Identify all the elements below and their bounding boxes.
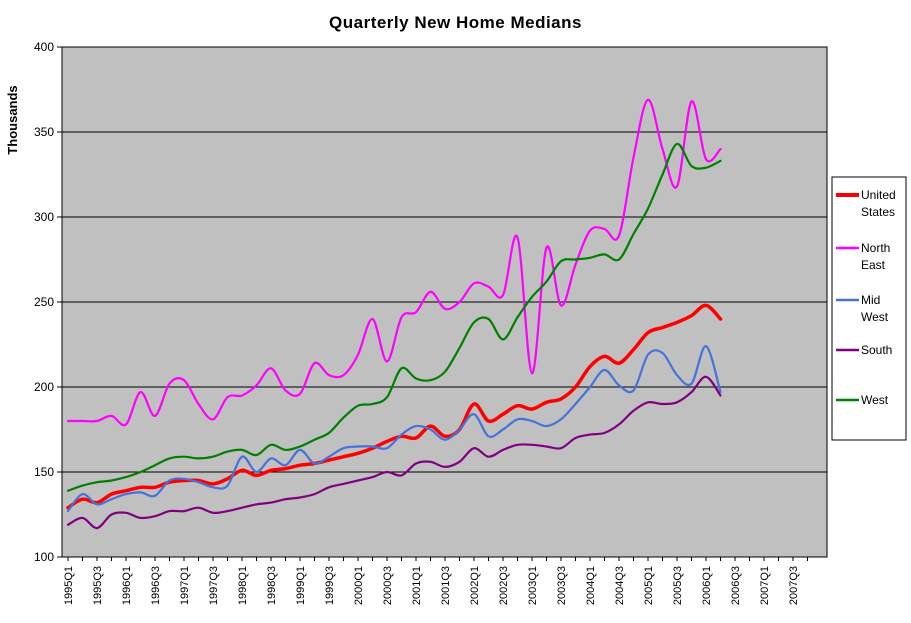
chart-title: Quarterly New Home Medians	[329, 13, 582, 32]
x-tick-label: 2001Q3	[440, 566, 452, 605]
x-tick-label: 2003Q3	[556, 566, 568, 605]
y-tick-label: 300	[34, 210, 54, 224]
legend-label-south: South	[861, 343, 892, 357]
x-tick-label: 2002Q3	[498, 566, 510, 605]
y-tick-label: 250	[34, 295, 54, 309]
legend-label-north-east: East	[861, 258, 886, 272]
x-tick-label: 1999Q1	[295, 566, 307, 605]
x-tick-label: 1997Q3	[208, 566, 220, 605]
x-tick-label: 2002Q1	[469, 566, 481, 605]
y-tick-label: 200	[34, 380, 54, 394]
x-tick-label: 2006Q1	[701, 566, 713, 605]
x-tick-label: 2007Q3	[788, 566, 800, 605]
y-tick-label: 150	[34, 465, 54, 479]
x-tick-label: 1996Q1	[121, 566, 133, 605]
x-tick-label: 2007Q1	[759, 566, 771, 605]
x-tick-label: 2005Q3	[672, 566, 684, 605]
x-tick-label: 1997Q1	[179, 566, 191, 605]
x-tick-label: 2003Q1	[527, 566, 539, 605]
x-tick-label: 2004Q1	[585, 566, 597, 605]
x-tick-label: 1999Q3	[324, 566, 336, 605]
x-tick-label: 2001Q1	[411, 566, 423, 605]
x-tick-label: 2000Q3	[382, 566, 394, 605]
legend-label-united-states: States	[861, 205, 895, 219]
legend-label-mid-west: West	[861, 310, 889, 324]
x-tick-label: 1995Q3	[92, 566, 104, 605]
legend-label-mid-west: Mid	[861, 293, 880, 307]
x-tick-label: 1995Q1	[63, 566, 75, 605]
x-tick-label: 2000Q1	[353, 566, 365, 605]
x-tick-label: 1996Q3	[150, 566, 162, 605]
y-tick-label: 100	[34, 550, 54, 564]
x-tick-label: 1998Q1	[237, 566, 249, 605]
x-tick-label: 2005Q1	[643, 566, 655, 605]
legend-label-united-states: United	[861, 188, 896, 202]
series-line-west	[66, 142, 722, 492]
legend-label-north-east: North	[861, 241, 890, 255]
y-tick-label: 400	[34, 40, 54, 54]
y-tick-label: 350	[34, 125, 54, 139]
series-line-south	[66, 375, 722, 530]
x-tick-label: 2004Q3	[614, 566, 626, 605]
series-line-united-states	[66, 303, 723, 510]
legend-box	[831, 176, 907, 441]
x-tick-label: 1998Q3	[266, 566, 278, 605]
legend-label-west: West	[861, 393, 889, 407]
x-tick-label: 2006Q3	[730, 566, 742, 605]
series-line-north-east	[66, 98, 722, 427]
series-line-mid-west	[66, 345, 722, 513]
